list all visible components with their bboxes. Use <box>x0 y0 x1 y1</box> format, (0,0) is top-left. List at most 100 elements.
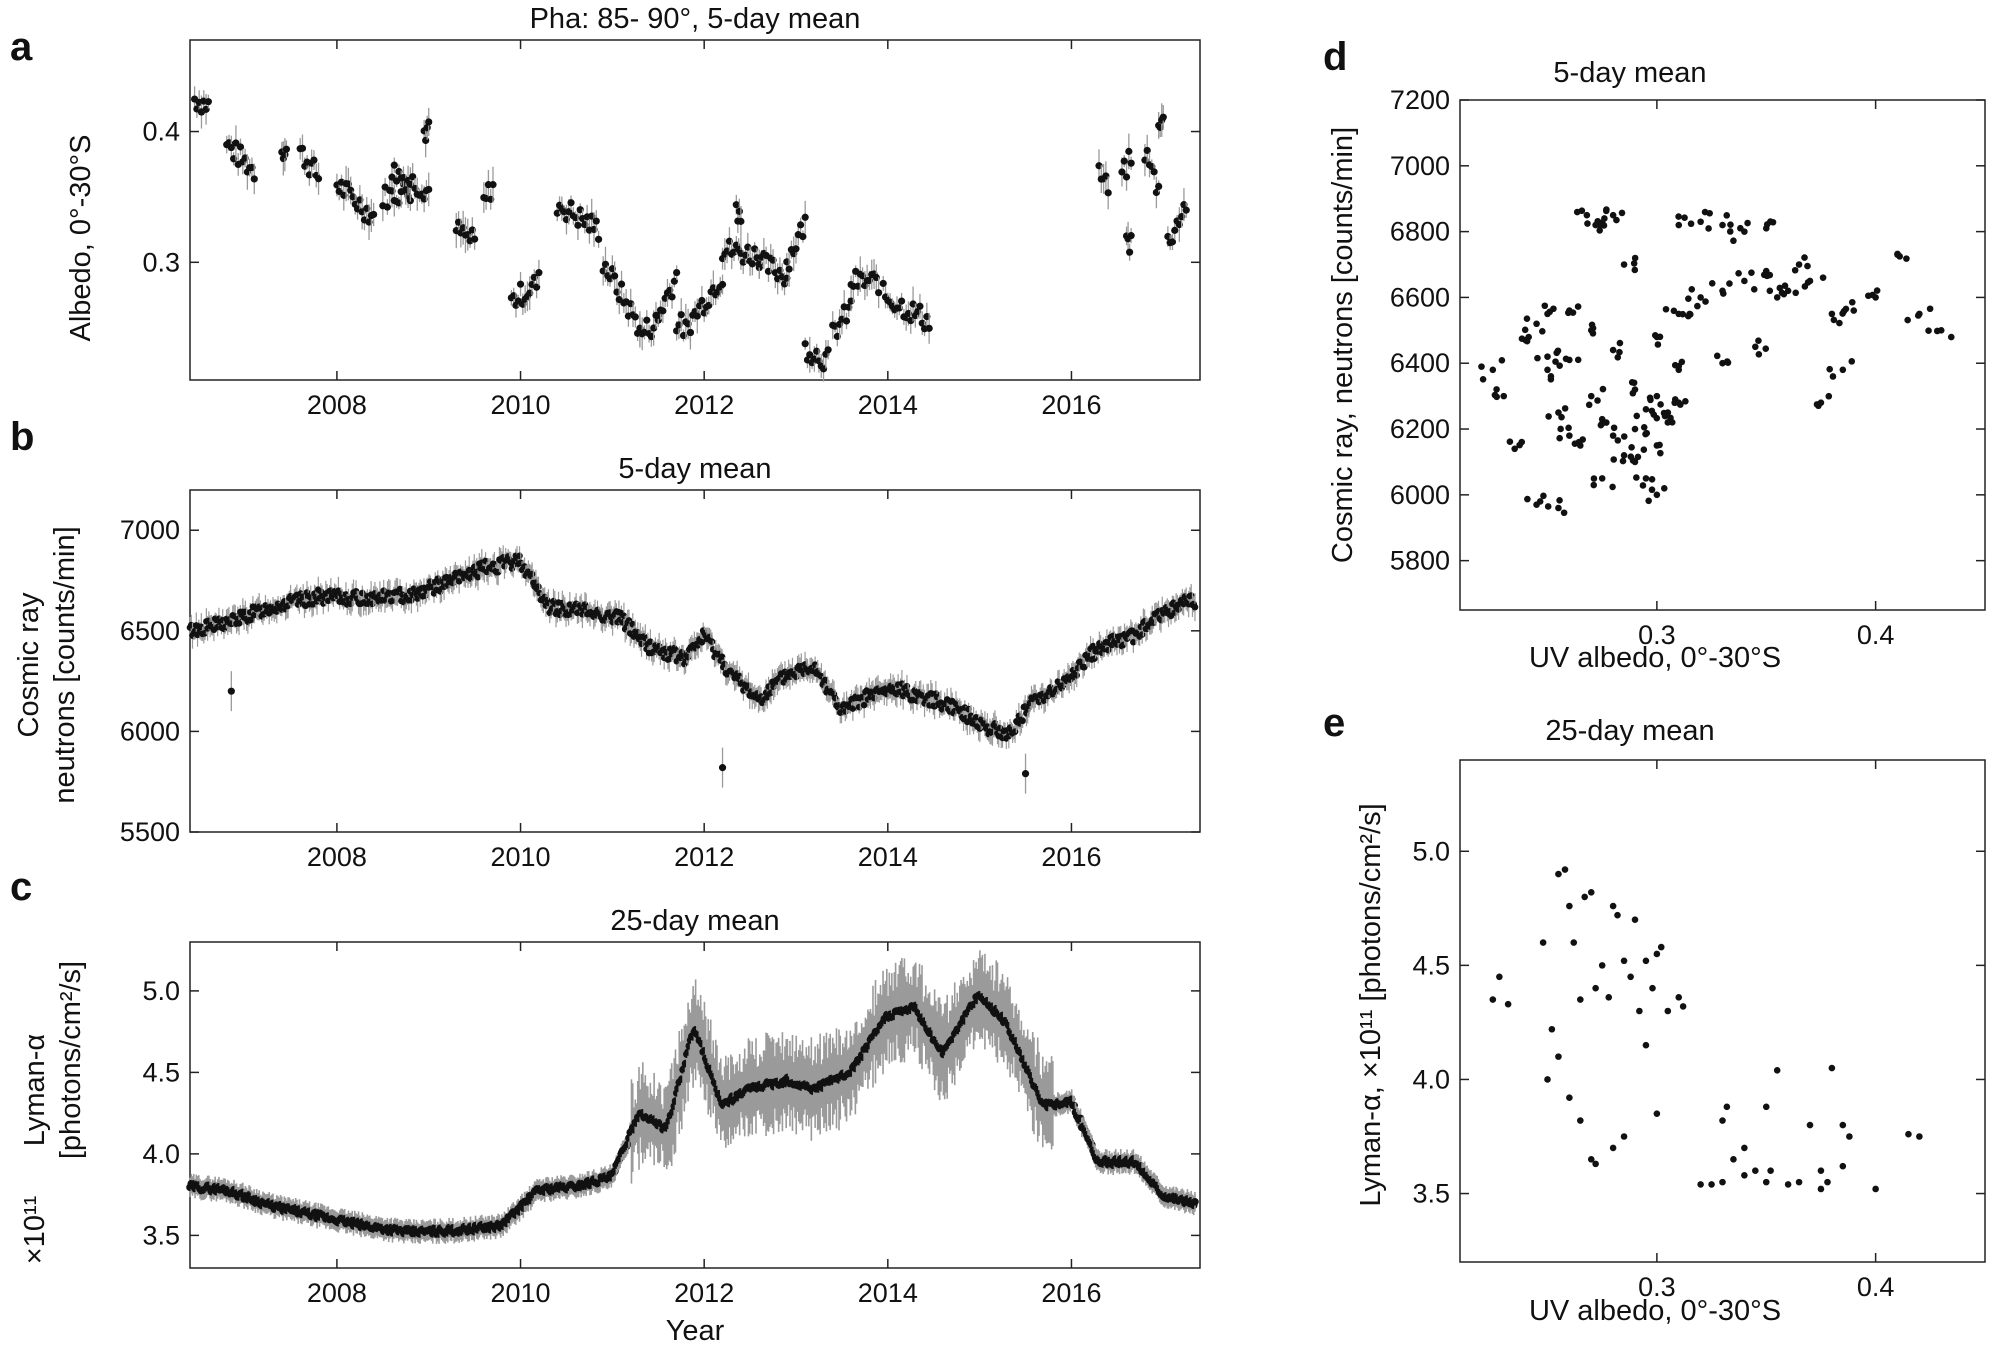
data-point <box>425 118 433 126</box>
data-point <box>1566 432 1573 439</box>
data-point <box>1719 221 1726 229</box>
data-point <box>1556 497 1563 504</box>
x-tick-label: 2012 <box>674 1278 734 1308</box>
x-tick-label: 2008 <box>307 1278 367 1308</box>
data-point <box>1561 405 1569 412</box>
x-tick-label: 2010 <box>491 390 551 420</box>
data-point <box>1168 238 1177 246</box>
data-point <box>849 705 857 712</box>
data-point <box>1824 1178 1831 1186</box>
data-point <box>1795 1178 1803 1186</box>
data-point <box>1620 957 1628 965</box>
data-point <box>1627 973 1634 981</box>
data-point <box>1552 358 1559 365</box>
data-point <box>1640 446 1648 453</box>
data-point <box>1609 211 1617 219</box>
data-point <box>1631 425 1639 433</box>
data-point <box>672 646 679 654</box>
panel-d-title: 5-day mean <box>1553 57 1706 89</box>
data-point <box>389 597 396 605</box>
data-point <box>1534 354 1541 362</box>
data-point <box>1675 994 1683 1001</box>
x-tick-label: 0.3 <box>1638 620 1676 650</box>
data-point <box>1620 433 1628 440</box>
y-tick-label: 6000 <box>120 716 180 746</box>
data-point <box>796 221 805 229</box>
data-point <box>1916 1133 1923 1140</box>
y-tick-label: 0.4 <box>142 117 180 147</box>
data-point <box>1801 283 1809 290</box>
data-point <box>1633 474 1640 481</box>
data-point <box>1677 401 1684 408</box>
data-point <box>204 98 212 106</box>
data-point <box>1127 159 1135 167</box>
data-point <box>698 638 706 646</box>
data-point <box>1719 1178 1726 1186</box>
data-point <box>1555 870 1562 878</box>
data-point <box>1648 476 1656 483</box>
panel-letter-c: c <box>10 865 32 909</box>
data-point <box>408 597 415 604</box>
data-point <box>732 201 740 209</box>
data-point <box>1493 393 1501 401</box>
data-point <box>1564 309 1572 317</box>
data-point <box>1760 271 1768 279</box>
data-point <box>1560 509 1568 517</box>
x-tick-label: 0.3 <box>1638 1272 1676 1302</box>
x-tick-label: 0.4 <box>1857 620 1895 650</box>
data-point <box>875 289 883 297</box>
y-tick-label: 3.5 <box>1412 1179 1450 1209</box>
data-point <box>1784 1181 1792 1188</box>
x-tick-label: 2012 <box>674 390 734 420</box>
y-tick-label: 5.0 <box>142 976 180 1006</box>
data-point <box>897 297 906 305</box>
panel-b-frame <box>189 489 1201 833</box>
data-point <box>1741 1171 1748 1179</box>
data-point <box>1914 312 1922 319</box>
data-point <box>785 265 793 273</box>
data-point <box>1609 902 1617 910</box>
data-point <box>792 245 800 253</box>
panel-a-title: Pha: 85- 90°, 5-day mean <box>530 3 861 35</box>
data-point <box>686 328 695 337</box>
data-point <box>925 324 933 332</box>
data-point <box>1091 655 1098 662</box>
data-point <box>1730 237 1737 245</box>
data-point <box>1544 503 1552 510</box>
data-point <box>1633 412 1641 420</box>
data-point <box>1708 280 1716 287</box>
x-tick-label: 2012 <box>674 842 734 872</box>
data-point <box>1631 254 1639 262</box>
data-point <box>1681 214 1688 221</box>
data-point <box>1539 939 1547 946</box>
data-point <box>1545 413 1552 420</box>
data-point <box>1684 312 1692 320</box>
data-point <box>1767 218 1774 225</box>
data-point <box>1661 412 1669 420</box>
data-point <box>1801 254 1808 261</box>
data-point <box>471 235 479 243</box>
data-point <box>1752 1167 1759 1175</box>
data-point <box>1773 294 1781 301</box>
data-point <box>390 161 398 169</box>
data-point <box>1726 280 1733 287</box>
data-point <box>474 573 482 581</box>
data-point <box>1762 345 1770 352</box>
data-point <box>489 181 497 189</box>
data-point <box>1719 290 1727 297</box>
data-point <box>1842 305 1850 313</box>
data-point <box>1159 113 1167 121</box>
data-point <box>1599 385 1607 393</box>
y-tick-label: 7200 <box>1390 85 1450 115</box>
data-point <box>1762 1178 1770 1186</box>
data-point <box>1642 405 1650 413</box>
data-point <box>250 611 258 619</box>
data-point <box>1590 481 1598 489</box>
data-point <box>1619 457 1627 465</box>
data-point <box>1705 225 1712 232</box>
data-point <box>1610 456 1618 463</box>
data-point <box>1574 356 1582 364</box>
x-tick-label: 2010 <box>491 1278 551 1308</box>
panel-letter-e: e <box>1323 701 1345 745</box>
